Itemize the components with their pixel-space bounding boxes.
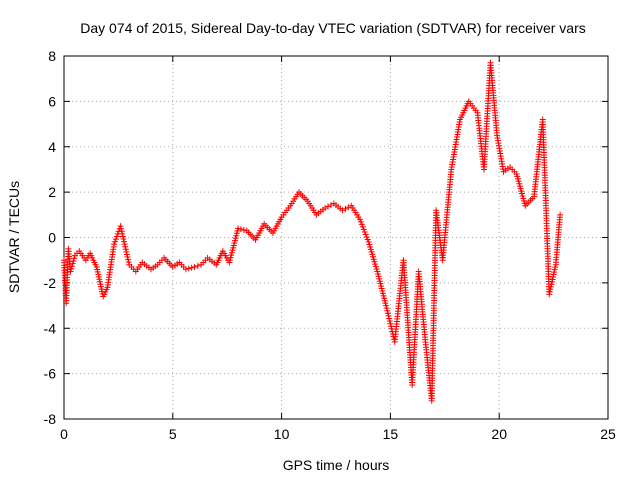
data-point — [121, 238, 128, 245]
data-point — [120, 236, 127, 243]
y-tick-label: -8 — [44, 411, 57, 427]
data-point — [112, 236, 119, 243]
data-point — [119, 230, 126, 237]
data-point — [384, 307, 391, 314]
y-tick-label: 4 — [48, 139, 56, 155]
data-point — [111, 241, 118, 248]
data-point — [360, 226, 367, 233]
data-point — [188, 264, 195, 271]
data-point — [117, 223, 124, 230]
y-tick-label: -2 — [44, 275, 57, 291]
data-point — [118, 228, 125, 235]
x-axis-label: GPS time / hours — [283, 457, 390, 473]
data-point — [357, 218, 364, 225]
data-points — [61, 59, 564, 404]
data-point — [384, 310, 391, 317]
data-point — [237, 226, 244, 233]
y-tick-label: -4 — [44, 320, 57, 336]
data-point — [125, 256, 132, 263]
x-tick-label: 5 — [169, 426, 177, 442]
y-tick-label: 2 — [48, 184, 56, 200]
data-point — [122, 246, 129, 253]
data-point — [240, 226, 247, 233]
data-point — [386, 315, 393, 322]
data-point — [359, 223, 366, 230]
data-point — [364, 236, 371, 243]
data-point — [118, 225, 125, 232]
data-point — [124, 254, 131, 261]
data-point — [71, 255, 78, 262]
data-point — [113, 233, 120, 240]
axis-ticks: 0 5 10 15 20 25 -8 -6 -4 -2 0 2 4 6 8 — [44, 48, 616, 442]
data-point — [121, 241, 128, 248]
data-point — [182, 266, 189, 273]
data-point — [383, 305, 390, 312]
data-point — [119, 233, 126, 240]
grid — [64, 56, 608, 419]
data-point — [69, 260, 76, 267]
x-tick-label: 0 — [60, 426, 68, 442]
data-point — [363, 233, 370, 240]
y-tick-label: 6 — [48, 93, 56, 109]
data-point — [191, 263, 198, 270]
data-point — [125, 259, 132, 266]
data-point — [388, 323, 395, 330]
data-point — [194, 262, 201, 269]
data-point — [111, 238, 118, 245]
x-tick-label: 25 — [600, 426, 616, 442]
data-point — [557, 211, 564, 218]
x-tick-label: 20 — [491, 426, 507, 442]
y-tick-label: 8 — [48, 48, 56, 64]
data-point — [185, 265, 192, 272]
data-point — [235, 225, 242, 232]
data-point — [387, 320, 394, 327]
data-point — [345, 204, 352, 211]
y-tick-label: -6 — [44, 366, 57, 382]
data-point — [325, 203, 332, 210]
data-point — [361, 228, 368, 235]
data-point — [68, 265, 75, 272]
data-point — [70, 257, 77, 264]
data-point — [68, 263, 75, 270]
x-tick-label: 10 — [274, 426, 290, 442]
x-tick-label: 15 — [383, 426, 399, 442]
data-point — [122, 243, 129, 250]
data-point — [385, 312, 392, 319]
data-point — [386, 318, 393, 325]
data-point — [356, 216, 363, 223]
data-point — [67, 268, 74, 275]
chart-title: Day 074 of 2015, Sidereal Day-to-day VTE… — [80, 20, 586, 36]
data-point — [123, 248, 130, 255]
data-point — [123, 251, 130, 258]
data-point — [342, 205, 349, 212]
y-tick-label: 0 — [48, 230, 56, 246]
y-axis-label: SDTVAR / TECUs — [6, 181, 22, 293]
data-point — [383, 302, 390, 309]
data-point — [362, 231, 369, 238]
data-point — [358, 221, 365, 228]
